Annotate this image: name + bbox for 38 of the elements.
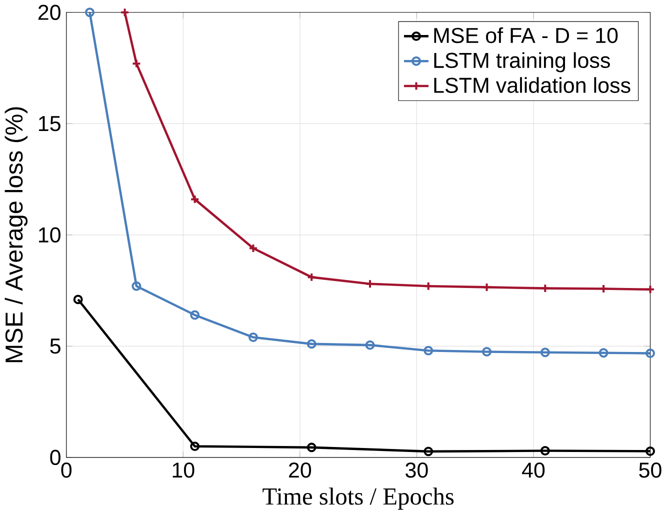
point [132, 282, 142, 292]
point [540, 348, 550, 358]
y-tick-label: 5 [50, 338, 60, 354]
point [424, 282, 434, 292]
point [365, 279, 375, 289]
point [540, 446, 550, 456]
legend-label: LSTM validation loss [434, 77, 630, 94]
y-tick-label: 20 [38, 5, 60, 20]
point [190, 310, 200, 320]
y-tick-label: 15 [39, 116, 60, 132]
point [482, 347, 492, 357]
y-tick-label: 10 [39, 228, 60, 243]
legend-label: LSTM training loss [434, 52, 610, 73]
point [132, 59, 142, 69]
x-tick-label: 10 [172, 462, 194, 478]
x-tick-label: 0 [61, 462, 72, 478]
point [248, 244, 258, 254]
point [306, 442, 316, 452]
x-tick-label: 50 [639, 462, 662, 478]
x-axis-title: Time slots / Epochs [262, 488, 454, 510]
point [540, 284, 550, 294]
x-tick-label: 20 [289, 462, 312, 478]
x-tick-label: 40 [522, 462, 545, 478]
x-tick-label: 30 [406, 462, 428, 478]
point [190, 442, 200, 452]
point [190, 194, 200, 204]
y-axis-title: MSE / Average loss (%) [4, 107, 28, 362]
point [482, 282, 492, 292]
y-tick-label: 0 [50, 450, 60, 466]
point [424, 446, 434, 456]
point [365, 340, 375, 350]
point [424, 346, 434, 356]
point [598, 348, 608, 358]
point [598, 284, 608, 294]
point [248, 332, 258, 342]
legend-label: MSE of FA - D = 10 [434, 28, 618, 44]
point [306, 272, 316, 282]
point [306, 339, 316, 349]
